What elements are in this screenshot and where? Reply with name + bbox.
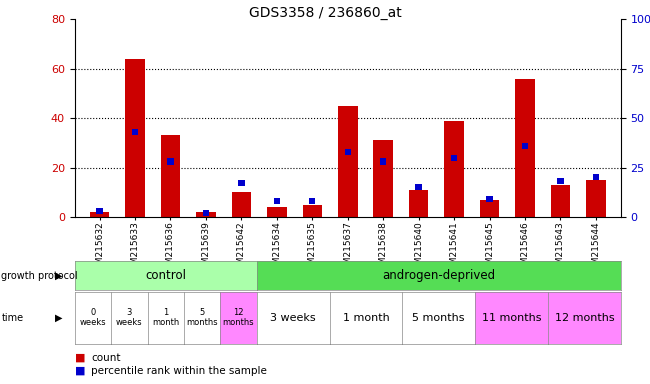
Bar — [344, 149, 351, 155]
Bar — [551, 185, 570, 217]
Bar — [267, 207, 287, 217]
Text: 1 month: 1 month — [343, 313, 389, 323]
Bar — [522, 143, 528, 149]
Bar — [409, 190, 428, 217]
Bar — [161, 136, 180, 217]
Bar — [132, 129, 138, 135]
Bar — [231, 192, 251, 217]
Text: growth protocol: growth protocol — [1, 270, 78, 281]
Text: 5
months: 5 months — [187, 308, 218, 328]
Bar — [167, 159, 174, 165]
Bar — [515, 79, 535, 217]
Bar — [125, 59, 145, 217]
Text: count: count — [91, 353, 120, 363]
Bar — [486, 196, 493, 202]
Bar — [380, 159, 386, 165]
Text: 12
months: 12 months — [223, 308, 254, 328]
Bar — [451, 154, 458, 161]
Bar — [338, 106, 358, 217]
Bar — [309, 198, 315, 204]
Text: 1
month: 1 month — [152, 308, 179, 328]
Text: GDS3358 / 236860_at: GDS3358 / 236860_at — [248, 6, 402, 20]
Bar — [96, 208, 103, 214]
Bar — [238, 180, 244, 186]
Text: ▶: ▶ — [55, 313, 62, 323]
Text: control: control — [145, 269, 187, 282]
Bar — [203, 210, 209, 216]
Text: 11 months: 11 months — [482, 313, 541, 323]
Text: time: time — [1, 313, 23, 323]
Bar — [302, 205, 322, 217]
Bar — [557, 178, 564, 184]
Bar — [415, 184, 422, 190]
Text: ▶: ▶ — [55, 270, 62, 281]
Text: 3
weeks: 3 weeks — [116, 308, 142, 328]
Text: 3 weeks: 3 weeks — [270, 313, 316, 323]
Text: 0
weeks: 0 weeks — [80, 308, 106, 328]
Text: ■: ■ — [75, 366, 85, 376]
Bar — [480, 200, 499, 217]
Text: 5 months: 5 months — [413, 313, 465, 323]
Text: percentile rank within the sample: percentile rank within the sample — [91, 366, 267, 376]
Bar — [90, 212, 109, 217]
Text: androgen-deprived: androgen-deprived — [382, 269, 495, 282]
Bar — [374, 140, 393, 217]
Bar — [274, 198, 280, 204]
Bar — [586, 180, 606, 217]
Bar — [593, 174, 599, 180]
Bar — [196, 212, 216, 217]
Text: 12 months: 12 months — [554, 313, 614, 323]
Text: ■: ■ — [75, 353, 85, 363]
Bar — [445, 121, 464, 217]
